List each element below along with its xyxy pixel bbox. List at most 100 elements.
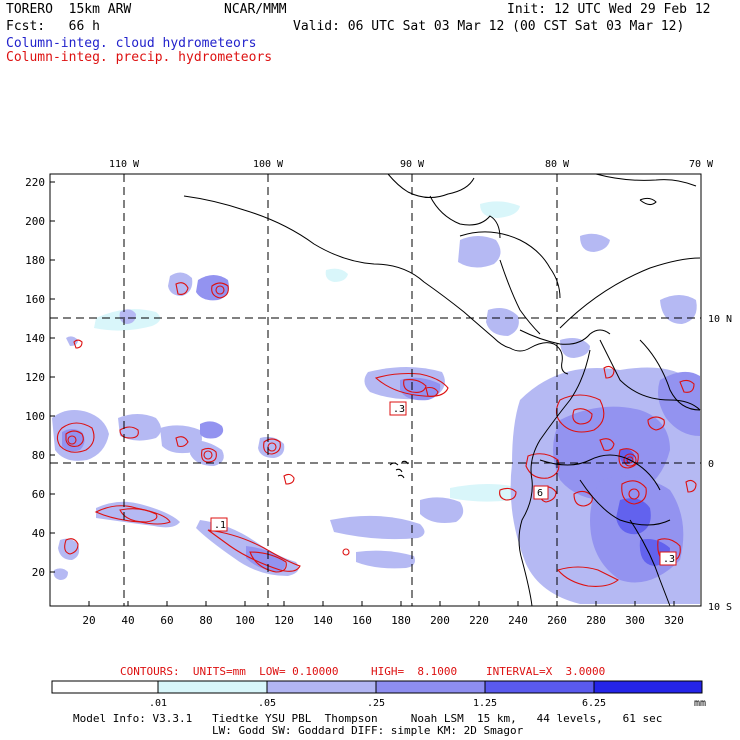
valid-time: Valid: 06 UTC Sat 03 Mar 12 (00 CST Sat … bbox=[293, 19, 685, 34]
y-tick-label: 180 bbox=[25, 254, 45, 267]
physics-info: LW: Godd SW: Goddard DIFF: simple KM: 2D… bbox=[212, 724, 524, 737]
cloud-patch bbox=[420, 497, 464, 523]
cloud-patch bbox=[480, 201, 520, 218]
cloud-patch bbox=[168, 272, 193, 296]
caribbean-coast bbox=[559, 257, 701, 329]
precip-contour bbox=[572, 408, 593, 425]
precip-contour bbox=[119, 426, 139, 439]
precip-contour bbox=[207, 529, 301, 572]
x-tick-label: 320 bbox=[664, 614, 684, 627]
lat-label: 0 bbox=[708, 459, 714, 470]
colorbar-label: .01 bbox=[149, 698, 167, 709]
precip-contour bbox=[119, 508, 158, 523]
precip-contour bbox=[175, 436, 189, 448]
x-tick-label: 140 bbox=[313, 614, 333, 627]
colorbar-labels: .01 .05 .25 1.25 6.25 mm bbox=[149, 698, 706, 709]
precip-contour bbox=[211, 282, 229, 299]
cloud-patch bbox=[356, 550, 415, 569]
lon-label: 70 W bbox=[689, 159, 714, 170]
nicaragua-coast bbox=[499, 259, 541, 335]
model-title: TORERO 15km ARW bbox=[6, 2, 132, 17]
x-tick-label: 240 bbox=[508, 614, 528, 627]
colorbar-label: .05 bbox=[258, 698, 276, 709]
precip-contour bbox=[263, 438, 281, 455]
cloud-patch bbox=[486, 308, 519, 336]
field-precip-label: Column-integ. precip. hydrometeors bbox=[6, 50, 273, 65]
cloud-patch bbox=[118, 414, 161, 441]
x-tick-label: 20 bbox=[82, 614, 95, 627]
contour-high: HIGH= 8.1000 bbox=[371, 665, 458, 678]
precip-contour bbox=[175, 282, 189, 295]
cloud-patch bbox=[658, 371, 700, 436]
cloud-patch bbox=[62, 429, 85, 452]
precip-contour bbox=[573, 490, 593, 507]
mexico-gulf-border bbox=[429, 195, 501, 239]
x-tick-labels: 20 40 60 80 100 120 140 160 180 200 220 … bbox=[82, 614, 684, 627]
x-tick-label: 160 bbox=[352, 614, 372, 627]
precip-contour bbox=[685, 479, 697, 493]
cloud-patch bbox=[330, 515, 425, 540]
lon-label: 80 W bbox=[545, 159, 570, 170]
colorbar bbox=[51, 680, 703, 694]
y-tick-label: 220 bbox=[25, 176, 45, 189]
cloud-patch bbox=[53, 568, 68, 580]
cloud-patch bbox=[553, 406, 670, 501]
x-tick-label: 100 bbox=[235, 614, 255, 627]
x-tick-label: 180 bbox=[391, 614, 411, 627]
y-tick-label: 200 bbox=[25, 215, 45, 228]
cloud-patch bbox=[660, 295, 697, 324]
precip-contour bbox=[623, 453, 637, 467]
precip-contour bbox=[249, 551, 287, 573]
model-info: Model Info: V3.3.1 Tiedtke YSU PBL Thomp… bbox=[73, 712, 663, 725]
precip-contour bbox=[65, 430, 84, 447]
precip-contour bbox=[283, 473, 295, 485]
precip-contour bbox=[525, 453, 560, 479]
lon-label: 110 W bbox=[109, 159, 140, 170]
precip-contour bbox=[201, 447, 217, 463]
precip-contour bbox=[342, 548, 350, 556]
colorbar-bin bbox=[51, 680, 159, 694]
precip-contour bbox=[215, 285, 225, 295]
y-tick-labels: 220 200 180 160 140 120 100 80 60 40 20 bbox=[25, 176, 45, 579]
x-tick-label: 120 bbox=[274, 614, 294, 627]
colorbar-bin bbox=[375, 680, 486, 694]
cloud-patch bbox=[96, 501, 180, 528]
y-tick-label: 100 bbox=[25, 410, 45, 423]
lon-labels: 110 W 100 W 90 W 80 W 70 W bbox=[109, 159, 714, 170]
lat-label: 10 S bbox=[708, 602, 732, 613]
colorbar-label: 6.25 bbox=[582, 698, 606, 709]
lat-labels: 10 N 0 10 S bbox=[708, 314, 732, 613]
jamaica-coast bbox=[639, 197, 657, 206]
precip-contour bbox=[557, 566, 620, 587]
contour-label: 6 bbox=[537, 488, 543, 499]
x-tick-label: 220 bbox=[469, 614, 489, 627]
south-america-coast bbox=[518, 349, 591, 607]
x-tick-label: 40 bbox=[121, 614, 134, 627]
cloud-patch bbox=[580, 233, 610, 252]
colorbar-bin bbox=[266, 680, 377, 694]
x-tick-label: 200 bbox=[430, 614, 450, 627]
y-tick-label: 20 bbox=[32, 566, 45, 579]
precip-contour bbox=[56, 422, 95, 453]
precip-contour bbox=[403, 379, 427, 393]
x-tick-label: 80 bbox=[199, 614, 212, 627]
y-tick-label: 160 bbox=[25, 293, 45, 306]
axis-ticks bbox=[50, 181, 675, 606]
cloud-patch bbox=[458, 236, 501, 268]
contour-label-group: .3 .1 6 .3 bbox=[210, 401, 677, 566]
precip-contour bbox=[374, 372, 449, 397]
contour-label: .3 bbox=[663, 554, 675, 565]
cloud-patch bbox=[560, 338, 590, 358]
x-tick-label: 260 bbox=[547, 614, 567, 627]
init-time: Init: 12 UTC Wed 29 Feb 12 bbox=[507, 2, 711, 17]
precip-contour bbox=[499, 487, 517, 501]
lon-label: 90 W bbox=[400, 159, 425, 170]
peru-border bbox=[579, 479, 671, 526]
precip-contour bbox=[621, 480, 647, 505]
cloud-patch bbox=[325, 268, 348, 282]
x-tick-label: 300 bbox=[625, 614, 645, 627]
y-tick-label: 120 bbox=[25, 371, 45, 384]
andes-border bbox=[639, 339, 701, 411]
central-america-coast bbox=[183, 195, 569, 375]
